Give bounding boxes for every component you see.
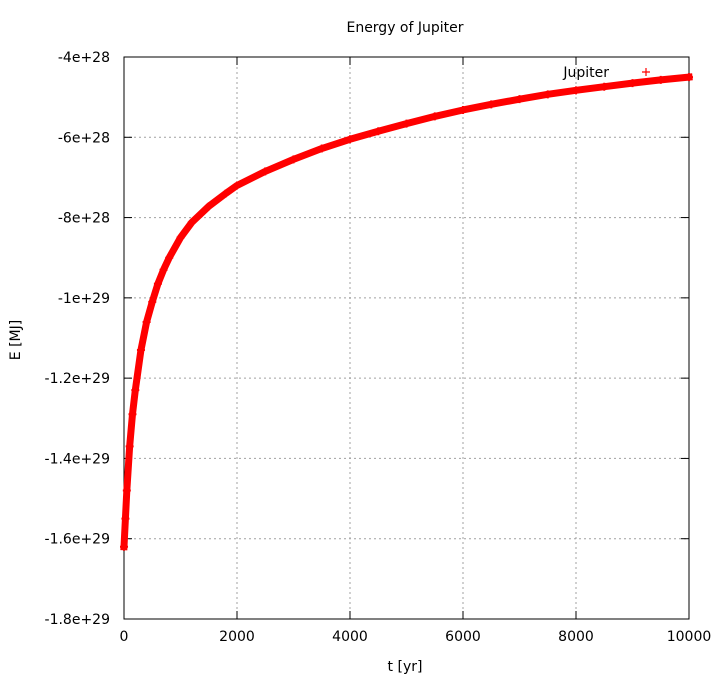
x-tick-label: 10000: [667, 629, 712, 645]
data-point: [165, 253, 174, 262]
data-point: [128, 410, 137, 419]
legend-label: Jupiter: [562, 65, 609, 81]
data-point: [600, 82, 609, 91]
data-point: [628, 79, 637, 88]
data-point: [261, 167, 270, 176]
data-point: [656, 75, 665, 84]
x-axis-label: t [yr]: [388, 659, 423, 675]
x-tick-label: 6000: [445, 629, 481, 645]
chart-title: Energy of Jupiter: [346, 20, 463, 36]
data-point: [121, 514, 130, 523]
data-point: [204, 202, 213, 211]
data-point: [142, 317, 151, 326]
data-point: [148, 297, 157, 306]
series-line: [120, 73, 693, 551]
y-tick-label: -8e+28: [58, 211, 110, 227]
data-point: [131, 386, 140, 395]
y-tick-label: -6e+28: [58, 130, 110, 146]
data-point: [685, 73, 693, 82]
data-point: [233, 181, 241, 190]
y-tick-label: -1.4e+29: [45, 451, 110, 467]
y-axis-label: E [MJ]: [8, 320, 24, 360]
data-point: [430, 112, 439, 121]
data-point: [153, 279, 162, 288]
data-point: [159, 265, 168, 274]
x-tick-label: 8000: [558, 629, 594, 645]
legend: Jupiter: [562, 65, 650, 81]
data-point: [122, 486, 131, 495]
data-point: [136, 346, 145, 355]
data-point: [543, 90, 552, 99]
y-tick-label: -1e+29: [58, 291, 110, 307]
axis-ticks: 0 2000 4000 6000 8000 10000 -4e+28 -6e+28 -8e+28…: [45, 50, 712, 645]
data-point: [402, 119, 411, 128]
data-point: [125, 442, 134, 451]
data-point: [374, 127, 383, 136]
data-point: [221, 189, 230, 198]
y-tick-label: -4e+28: [58, 50, 110, 66]
legend-plus-icon: [642, 68, 650, 76]
data-point: [459, 105, 467, 114]
data-point: [187, 218, 196, 227]
legend-marker: [642, 68, 650, 76]
grid: [124, 57, 689, 619]
x-tick-label: 2000: [219, 629, 255, 645]
y-tick-label: -1.6e+29: [45, 532, 110, 548]
plot-frame: [123, 56, 690, 620]
data-point: [317, 144, 326, 153]
data-point: [572, 86, 580, 95]
x-tick-label: 4000: [332, 629, 368, 645]
data-series: [120, 73, 693, 551]
y-tick-label: -1.2e+29: [45, 371, 110, 387]
data-point: [176, 233, 185, 242]
data-point: [515, 95, 524, 104]
data-point: [346, 135, 354, 144]
data-point: [487, 100, 496, 109]
data-point: [289, 155, 298, 164]
x-tick-label: 0: [120, 629, 129, 645]
y-tick-label: -1.8e+29: [45, 612, 110, 628]
data-point: [120, 542, 128, 551]
